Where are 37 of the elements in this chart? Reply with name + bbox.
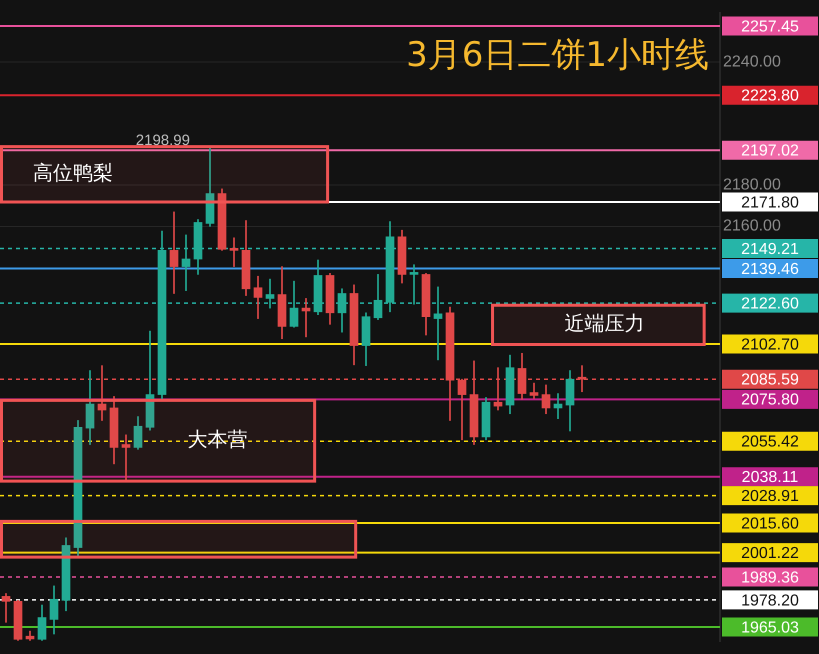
candlestick [434,286,442,360]
candlestick [2,593,10,623]
ref-line-label: 2171.80 [741,194,800,212]
ref-line-label: 2197.02 [741,142,800,160]
text: 3月6日二饼1小时线 [406,34,709,77]
candlestick [230,237,238,267]
ref-line-label: 2075.80 [741,392,800,409]
ref-line-label: 2085.59 [741,372,800,389]
ref-line-label: 2139.46 [741,260,800,278]
ref-line-label: 1965.03 [741,619,800,636]
band-label: 大本营 [188,426,248,451]
ref-line-label: 2122.60 [741,296,800,313]
band-label: 近端压力 [564,311,645,336]
band-label: 高位鸭梨 [33,160,114,185]
ref-line-label: 2055.42 [741,434,800,451]
candlestick [182,234,190,291]
candlestick [170,212,178,294]
ref-line-label: 2038.11 [742,469,798,486]
candlestick [266,278,274,308]
ref-line-label: 2102.70 [741,336,800,354]
candlestick [554,393,562,419]
ref-line-label: 1978.20 [741,592,800,610]
ref-line-label: 2015.60 [741,515,800,532]
candlestick [410,264,418,305]
ref-line-label: 2257.45 [741,18,800,36]
ref-line-label: 2223.80 [741,88,800,105]
candlestick [302,298,310,338]
candlestick [122,434,130,482]
ref-line-label: 1989.36 [741,569,800,586]
y-tick-label: 2160.00 [723,218,781,235]
ref-line-label: 2001.22 [741,544,800,562]
y-tick-label: 2240.00 [723,53,781,70]
ref-line-label: 2149.21 [741,240,800,258]
ref-line-label: 2028.91 [741,488,800,506]
candlestick [254,276,262,319]
y-tick-label: 2180.00 [723,176,781,194]
annotation: 2198.99 [136,132,190,149]
